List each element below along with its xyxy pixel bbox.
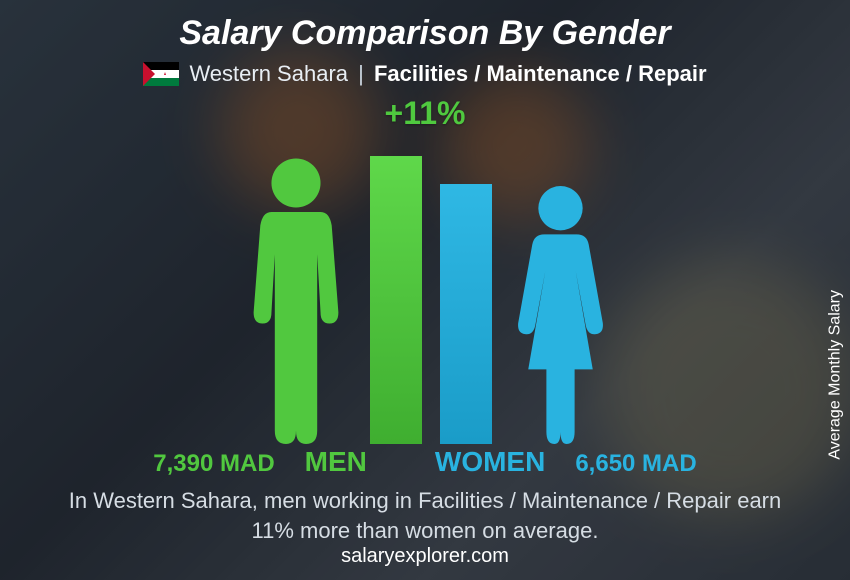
figure-row — [240, 134, 611, 444]
subtitle-text: Western Sahara | Facilities / Maintenanc… — [189, 61, 706, 87]
men-salary: 7,390 MAD — [153, 450, 274, 478]
flag-icon — [143, 62, 179, 86]
label-row: 7,390 MAD MEN WOMEN 6,650 MAD — [153, 446, 696, 478]
men-bar-col — [370, 134, 422, 444]
women-bar — [440, 184, 492, 444]
sector-label: Facilities / Maintenance / Repair — [374, 61, 707, 86]
subtitle-row: Western Sahara | Facilities / Maintenanc… — [143, 61, 706, 87]
region-label: Western Sahara — [189, 61, 348, 86]
women-icon-col — [510, 134, 611, 444]
woman-icon — [510, 182, 611, 444]
separator: | — [358, 61, 364, 86]
chart-title: Salary Comparison By Gender — [179, 14, 670, 53]
delta-percent: +11% — [385, 95, 466, 132]
women-salary: 6,650 MAD — [575, 450, 696, 478]
men-icon-col — [240, 134, 352, 444]
women-bar-col — [440, 134, 492, 444]
men-label: MEN — [305, 446, 367, 478]
axis-label: Average Monthly Salary — [827, 290, 845, 460]
women-label: WOMEN — [435, 446, 545, 478]
content-area: Salary Comparison By Gender Western Saha… — [0, 0, 850, 580]
men-bar — [370, 156, 422, 444]
description-text: In Western Sahara, men working in Facili… — [55, 486, 795, 545]
source-label: salaryexplorer.com — [0, 545, 850, 568]
man-icon — [240, 154, 352, 444]
